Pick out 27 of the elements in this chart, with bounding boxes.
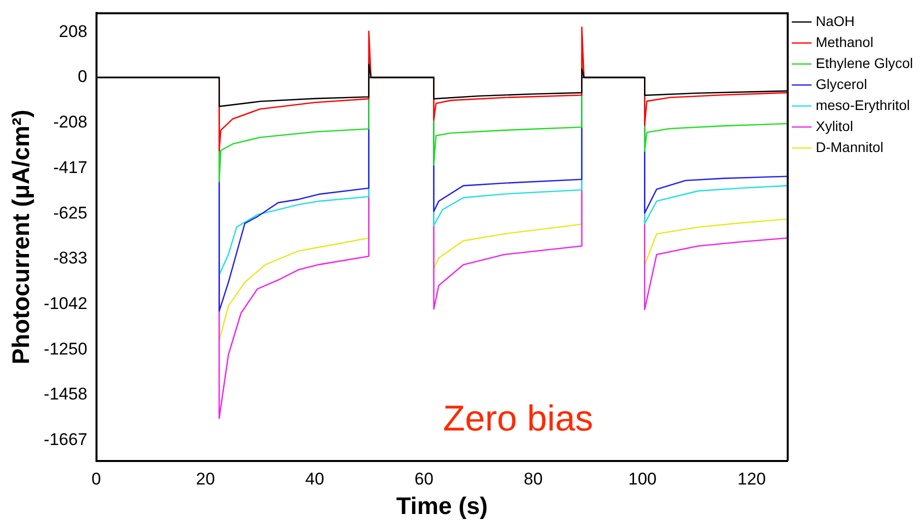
legend-label: Glycerol bbox=[816, 76, 868, 92]
x-tick-label: 100 bbox=[628, 470, 657, 489]
x-tick-label: 60 bbox=[414, 470, 434, 489]
y-tick-label: -1042 bbox=[44, 294, 88, 314]
x-tick-label: 80 bbox=[524, 470, 543, 489]
legend-label: D-Mannitol bbox=[816, 138, 884, 155]
x-tick-label: 0 bbox=[92, 470, 102, 489]
annotation: Zero bias bbox=[443, 397, 594, 438]
y-tick-label: -1458 bbox=[44, 384, 88, 404]
y-axis-title: Photocurrent (μA/cm²) bbox=[8, 110, 36, 364]
legend-label: Ethylene Glycol bbox=[816, 54, 914, 71]
x-tick-label: 20 bbox=[196, 470, 215, 489]
x-tick-label: 40 bbox=[305, 470, 324, 489]
legend-label: Xylitol bbox=[816, 118, 854, 134]
y-tick-label: -1250 bbox=[44, 339, 88, 358]
y-tick-label: 208 bbox=[58, 22, 88, 41]
y-tick-label: -417 bbox=[53, 158, 88, 177]
legend-label: meso-Erythritol bbox=[816, 96, 910, 113]
x-axis-title: Time (s) bbox=[396, 493, 488, 520]
legend-label: NaOH bbox=[816, 12, 855, 29]
x-tick-label: 120 bbox=[737, 470, 766, 489]
y-tick-label: -208 bbox=[53, 112, 88, 132]
legend-label: Methanol bbox=[816, 34, 874, 50]
y-tick-label: -625 bbox=[53, 203, 88, 222]
y-tick-label: -1667 bbox=[44, 430, 88, 450]
y-tick-label: -833 bbox=[53, 248, 88, 268]
y-tick-label: 0 bbox=[78, 67, 88, 86]
